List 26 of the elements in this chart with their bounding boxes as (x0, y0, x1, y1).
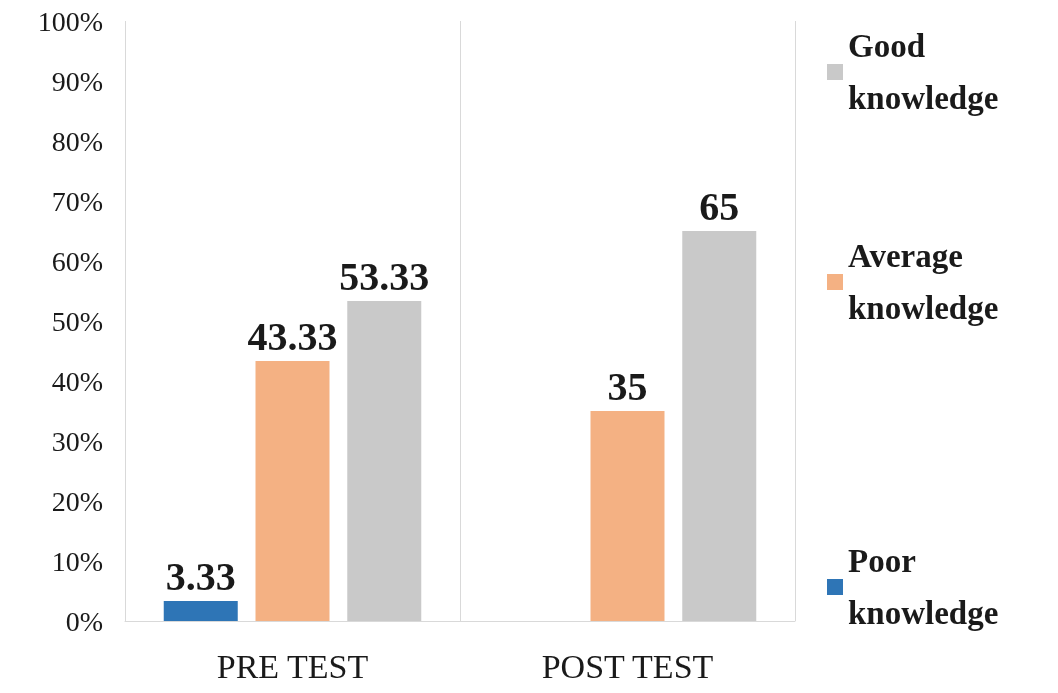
y-tick-label: 60% (51, 245, 103, 277)
bar (590, 411, 665, 621)
y-tick-label: 90% (51, 65, 103, 97)
y-tick-label: 50% (51, 305, 103, 337)
x-tick-label: POST TEST (541, 647, 714, 685)
y-tick-label: 30% (51, 425, 103, 457)
data-label: 35 (607, 363, 648, 409)
x-tick-label: PRE TEST (216, 647, 369, 685)
y-tick-label: 10% (51, 545, 103, 577)
legend-label: Poor knowledge (848, 543, 999, 631)
y-tick-label: 80% (51, 125, 103, 157)
data-label: 65 (699, 183, 740, 229)
y-tick-label: 20% (51, 485, 103, 517)
y-tick-label: 40% (51, 365, 103, 397)
legend-label: Average knowledge (848, 238, 999, 326)
bar (682, 231, 757, 621)
y-tick-label: 70% (51, 185, 103, 217)
bar (347, 301, 422, 621)
bar (163, 601, 238, 621)
bar (255, 361, 330, 621)
data-label: 53.33 (339, 253, 430, 299)
y-tick-label: 0% (65, 605, 103, 637)
y-tick-label: 100% (37, 5, 103, 37)
legend-label: Good knowledge (848, 28, 999, 116)
data-label: 3.33 (165, 553, 236, 599)
data-label: 43.33 (247, 313, 338, 359)
